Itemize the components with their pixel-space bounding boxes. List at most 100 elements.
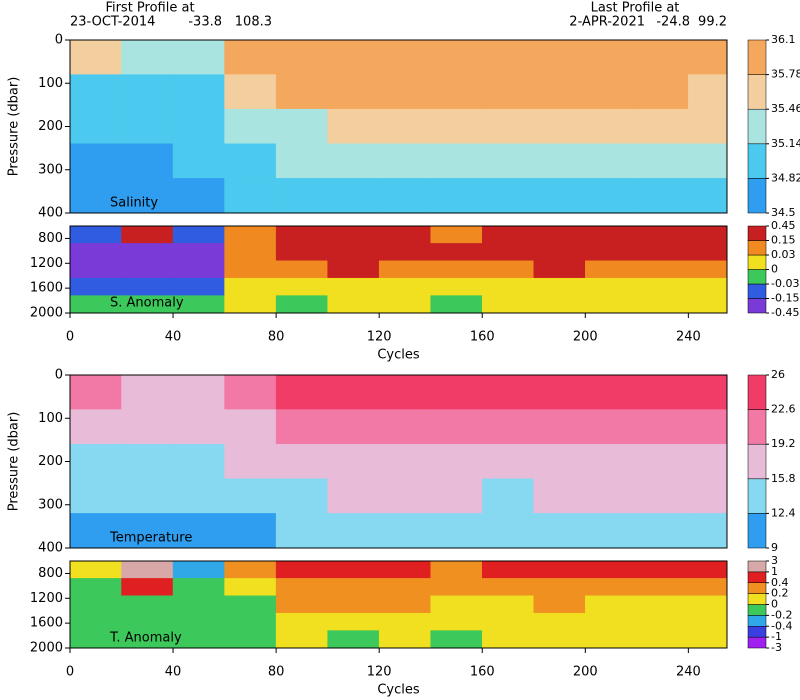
heatmap-cell <box>275 143 328 179</box>
colorbar-label: -3 <box>771 641 782 654</box>
colorbar-label: 34.82 <box>771 171 800 184</box>
heatmap-cell <box>69 374 122 410</box>
heatmap-cell <box>224 630 277 649</box>
heatmap-cell <box>585 630 638 649</box>
colorbar-label: 26 <box>771 368 785 381</box>
heatmap-cell <box>636 74 689 110</box>
colorbar-band <box>747 409 767 445</box>
heatmap-cell <box>688 178 728 214</box>
heatmap-cell <box>533 578 586 597</box>
heatmap-cell <box>481 374 535 410</box>
heatmap-cell <box>121 595 174 614</box>
heatmap-cell <box>275 595 328 614</box>
heatmap-cell <box>585 108 638 145</box>
colorbar-label: 22.6 <box>771 403 796 416</box>
heatmap-cell <box>69 578 122 597</box>
heatmap-cell <box>121 409 174 445</box>
heatmap-cell <box>275 560 328 579</box>
x-axis-label: Cycles <box>377 683 420 698</box>
heatmap-cell <box>533 560 586 579</box>
colorbar-band <box>747 108 767 145</box>
colorbar-band <box>747 225 767 241</box>
heatmap-cell <box>69 178 122 214</box>
heatmap-cell <box>430 630 483 649</box>
heatmap-cell <box>275 74 328 110</box>
heatmap-cell <box>275 578 328 597</box>
x-tick-label: 0 <box>66 665 74 680</box>
heatmap-cell <box>121 143 174 179</box>
heatmap-cell <box>69 595 122 614</box>
y-tick-label: 800 <box>38 231 63 246</box>
last-date: 2-APR-2021 <box>569 15 645 30</box>
heatmap-cell <box>533 108 586 145</box>
heatmap-cell <box>481 630 535 649</box>
colorbar-label: -1 <box>771 630 782 643</box>
heatmap-cell <box>636 260 689 279</box>
heatmap-cell <box>327 277 380 296</box>
heatmap-cell <box>430 513 483 549</box>
heatmap-cell <box>688 513 728 549</box>
heatmap-cell <box>430 243 483 262</box>
heatmap-cell <box>585 225 638 244</box>
heatmap-cell <box>533 443 586 480</box>
x-tick-label: 240 <box>676 665 701 680</box>
heatmap-cell <box>430 374 483 410</box>
heatmap-cell <box>636 374 689 410</box>
heatmap-cell <box>224 108 277 145</box>
heatmap-cell <box>275 374 328 410</box>
heatmap-cell <box>121 178 174 214</box>
colorbar-label: 15.8 <box>771 472 796 485</box>
heatmap-cell <box>585 277 638 296</box>
heatmap-cell <box>688 295 728 314</box>
heatmap-cell <box>585 295 638 314</box>
heatmap-cell <box>327 578 380 597</box>
heatmap-cell <box>688 277 728 296</box>
colorbar-label: 1 <box>771 565 778 578</box>
colorbar-label: 0.4 <box>771 576 789 589</box>
heatmap-cell <box>378 225 431 244</box>
heatmap-cell <box>69 39 122 75</box>
heatmap-cell <box>69 443 122 480</box>
x-tick-label: 160 <box>470 665 495 680</box>
heatmap-cell <box>430 277 483 296</box>
heatmap-cell <box>69 260 122 279</box>
heatmap-cell <box>378 595 431 614</box>
heatmap-cell <box>481 578 535 597</box>
colorbar-band <box>747 636 767 649</box>
heatmap-cell <box>533 74 586 110</box>
last-label: Last Profile at <box>591 1 680 16</box>
heatmap-cell <box>224 39 277 75</box>
heatmap-cell <box>69 513 122 549</box>
heatmap-cell <box>378 295 431 314</box>
heatmap-cell <box>69 243 122 262</box>
heatmap-cell <box>481 108 535 145</box>
heatmap-cell <box>172 74 225 110</box>
panel-label: Salinity <box>110 196 158 211</box>
heatmap-cell <box>430 595 483 614</box>
heatmap-cell <box>327 560 380 579</box>
heatmap-cell <box>327 513 380 549</box>
heatmap-cell <box>224 143 277 179</box>
heatmap-cell <box>688 108 728 145</box>
last-lon: 99.2 <box>698 15 727 30</box>
heatmap-cell <box>172 39 225 75</box>
heatmap-cell <box>636 225 689 244</box>
heatmap-cell <box>688 578 728 597</box>
colorbar-label: 0.03 <box>771 248 796 261</box>
heatmap-cell <box>481 443 535 480</box>
y-tick-label: 2000 <box>30 306 63 321</box>
panel-label: Temperature <box>109 531 192 546</box>
heatmap-cell <box>533 225 586 244</box>
heatmap-cell <box>533 295 586 314</box>
heatmap-cell <box>275 409 328 445</box>
heatmap-cell <box>430 260 483 279</box>
heatmap-cell <box>121 478 174 514</box>
panel-label: T. Anomaly <box>109 631 182 646</box>
heatmap-cell <box>224 243 277 262</box>
colorbar-band <box>747 582 767 594</box>
heatmap-cell <box>481 478 535 514</box>
heatmap-cell <box>224 225 277 244</box>
heatmap-cell <box>275 295 328 314</box>
heatmap-cell <box>275 108 328 145</box>
